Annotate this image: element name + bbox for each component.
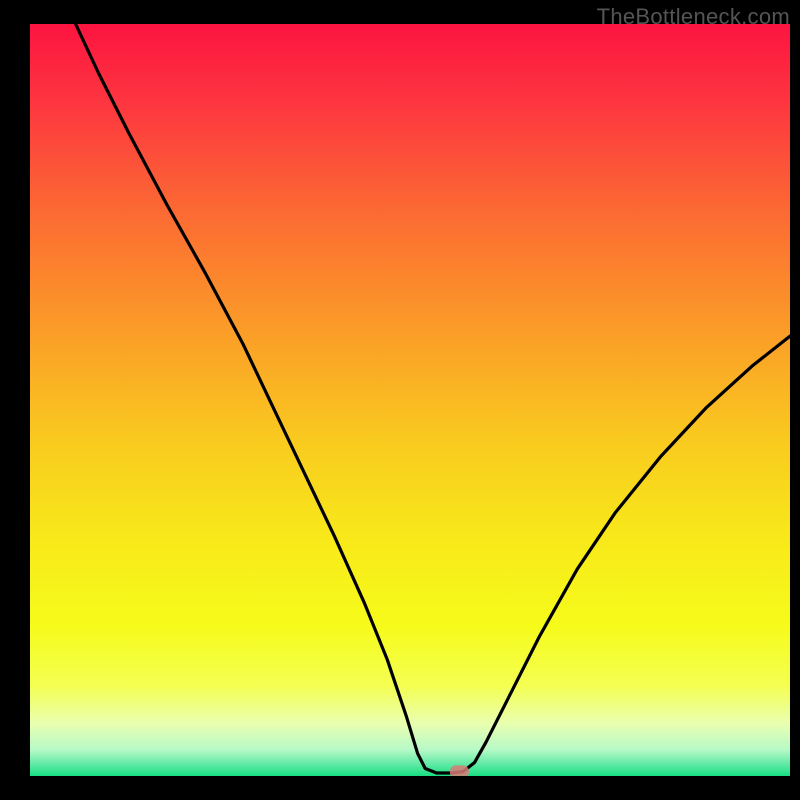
chart-svg <box>0 0 800 800</box>
frame-bottom <box>0 776 800 800</box>
frame-right <box>790 0 800 800</box>
watermark-text: TheBottleneck.com <box>597 4 790 30</box>
bottleneck-chart: TheBottleneck.com <box>0 0 800 800</box>
frame-left <box>0 0 30 800</box>
gradient-background <box>30 24 790 776</box>
